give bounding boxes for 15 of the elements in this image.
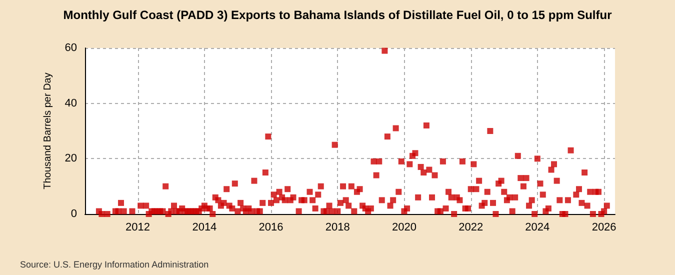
x-tick-label: 2020 (392, 222, 416, 234)
x-tick-label: 2014 (192, 222, 217, 234)
y-tick-label: 20 (64, 152, 77, 165)
source-note: Source: U.S. Energy Information Administration (20, 260, 209, 270)
y-tick-label: 40 (64, 97, 77, 110)
x-tick-label: 2016 (258, 222, 284, 234)
chart-title: Monthly Gulf Coast (PADD 3) Exports to Bahama Islands of Distillate Fuel Oil, 0 to 15 ppm Sulfur (63, 8, 612, 22)
x-tick-label: 2026 (592, 222, 616, 234)
y-tick-label: 0 (70, 208, 77, 220)
y-axis-title: Thousand Barrels per Day (42, 72, 54, 190)
x-tick-label: 2012 (126, 222, 150, 234)
x-tick-label: 2024 (525, 222, 550, 234)
y-tick-label: 60 (64, 42, 77, 54)
x-tick-label: 2022 (458, 222, 484, 234)
x-tick-label: 2018 (325, 222, 350, 234)
